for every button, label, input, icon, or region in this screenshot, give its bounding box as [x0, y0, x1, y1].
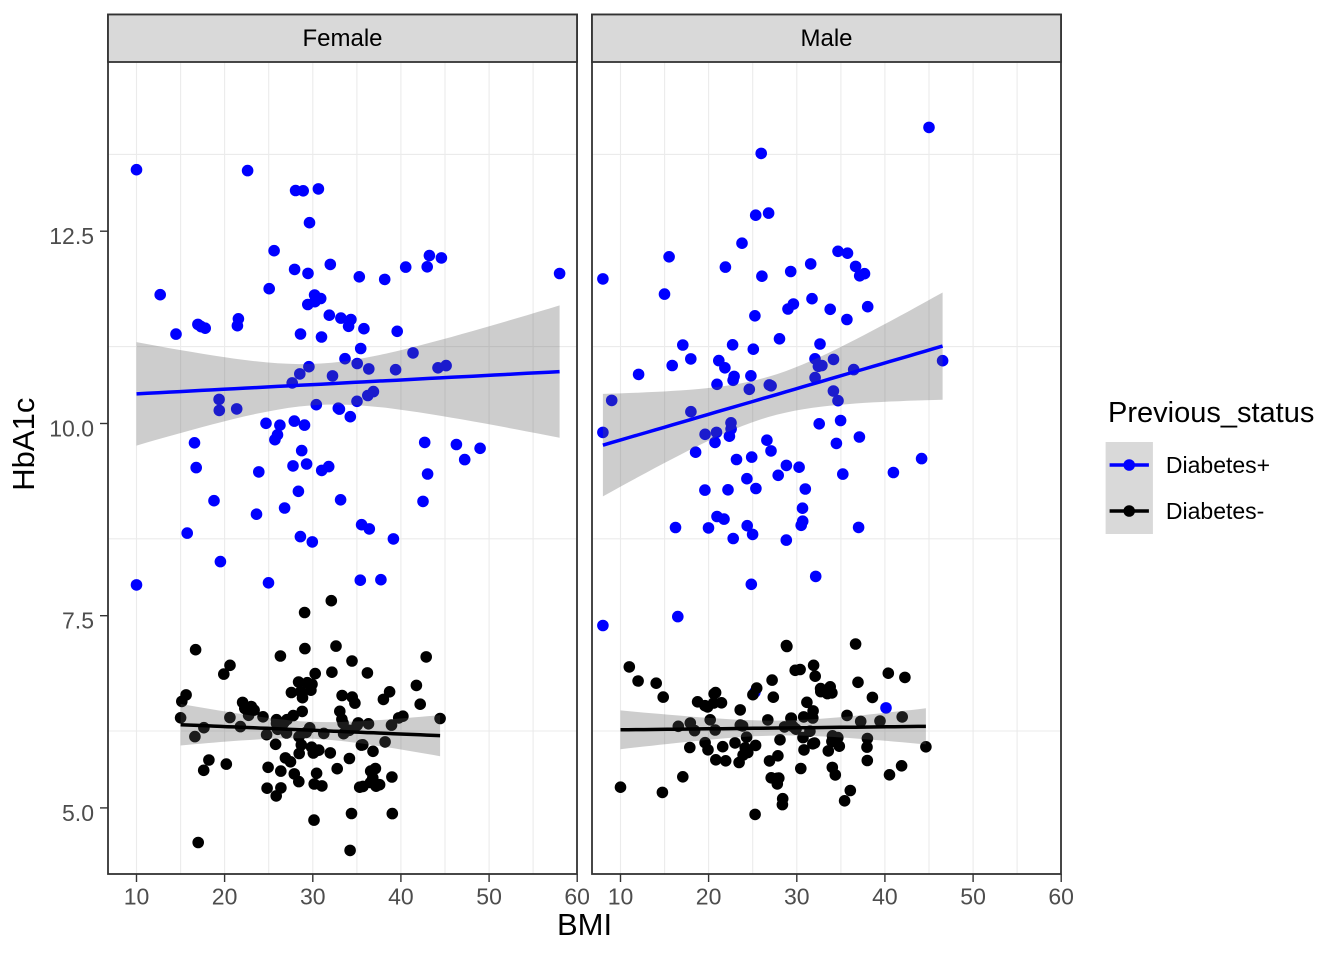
- svg-text:50: 50: [476, 884, 502, 910]
- svg-text:10.0: 10.0: [49, 416, 94, 442]
- svg-text:BMI: BMI: [557, 907, 612, 942]
- svg-text:30: 30: [784, 884, 810, 910]
- svg-text:20: 20: [696, 884, 722, 910]
- svg-text:10: 10: [608, 884, 634, 910]
- svg-text:5.0: 5.0: [62, 800, 94, 826]
- svg-text:40: 40: [872, 884, 898, 910]
- svg-text:Diabetes-: Diabetes-: [1166, 498, 1264, 524]
- svg-text:Diabetes+: Diabetes+: [1166, 452, 1270, 478]
- svg-text:Male: Male: [800, 25, 852, 52]
- svg-text:12.5: 12.5: [49, 223, 94, 249]
- svg-text:10: 10: [124, 884, 150, 910]
- svg-text:50: 50: [960, 884, 986, 910]
- svg-text:40: 40: [388, 884, 414, 910]
- svg-text:7.5: 7.5: [62, 608, 94, 634]
- svg-text:20: 20: [212, 884, 238, 910]
- svg-text:30: 30: [300, 884, 326, 910]
- svg-text:HbA1c: HbA1c: [6, 398, 41, 491]
- svg-text:60: 60: [564, 884, 590, 910]
- svg-text:Female: Female: [302, 25, 382, 52]
- svg-text:Previous_status: Previous_status: [1108, 397, 1314, 429]
- svg-text:60: 60: [1048, 884, 1074, 910]
